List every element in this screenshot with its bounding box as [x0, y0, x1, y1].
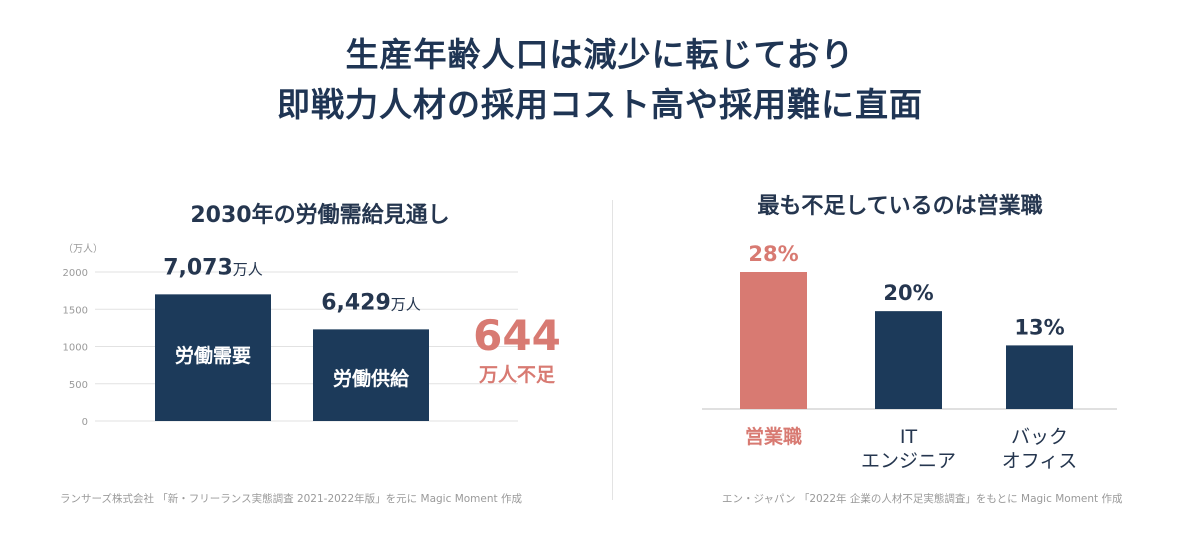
- y-axis-unit-label: （万人）: [63, 243, 103, 255]
- bar-it-engineer: [875, 311, 942, 409]
- headline-line-1: 生産年齢人口は減少に転じており: [345, 35, 855, 74]
- chart-divider: [612, 200, 613, 500]
- bar-value-label: 13%: [1014, 315, 1064, 339]
- bar-sales: [740, 272, 807, 409]
- bar-back-office: [1006, 345, 1073, 409]
- x-category-label: オフィス: [1002, 450, 1078, 472]
- bar-value-label: 7,073万人: [163, 255, 263, 280]
- headline-line-2: 即戦力人材の採用コスト高や採用難に直面: [277, 85, 923, 124]
- bar-category-label: 労働供給: [333, 367, 410, 390]
- bar-category-label: 労働需要: [175, 344, 251, 367]
- y-tick-label: 1500: [63, 305, 88, 316]
- bar-value-label: 20%: [883, 281, 933, 305]
- x-category-label: バック: [1011, 426, 1068, 448]
- shortage-chart-title: 最も不足しているのは営業職: [757, 194, 1043, 219]
- x-category-label: 営業職: [745, 425, 802, 448]
- bar-value-unit: 万人: [391, 295, 421, 313]
- y-tick-label: 500: [69, 380, 88, 391]
- x-category-label: IT: [900, 426, 918, 448]
- labor-outlook-chart-title: 2030年の労働需給見通し: [190, 203, 450, 228]
- y-tick-label: 2000: [63, 268, 88, 279]
- bar-value-label: 6,429万人: [321, 290, 421, 315]
- bar-value-number: 6,429: [321, 290, 391, 315]
- bar-value-unit: 万人: [233, 260, 263, 278]
- bar-labor-demand: [155, 294, 271, 421]
- bar-value-label: 28%: [748, 242, 798, 266]
- bar-labor-supply: [313, 329, 429, 421]
- x-category-label: エンジニア: [861, 450, 956, 472]
- shortage-source: エン・ジャパン 「2022年 企業の人材不足実態調査」をもとに Magic Mo…: [722, 493, 1123, 505]
- y-tick-label: 0: [82, 417, 88, 428]
- bar-value-number: 7,073: [163, 255, 233, 280]
- shortage-label: 万人不足: [478, 364, 556, 386]
- labor-outlook-source: ランサーズ株式会社 「新・フリーランス実態調査 2021-2022年版」を元に …: [60, 493, 522, 505]
- headline: 生産年齢人口は減少に転じており 即戦力人材の採用コスト高や採用難に直面: [0, 30, 1200, 130]
- shortage-value: 644: [473, 311, 561, 360]
- y-tick-label: 1000: [63, 343, 88, 354]
